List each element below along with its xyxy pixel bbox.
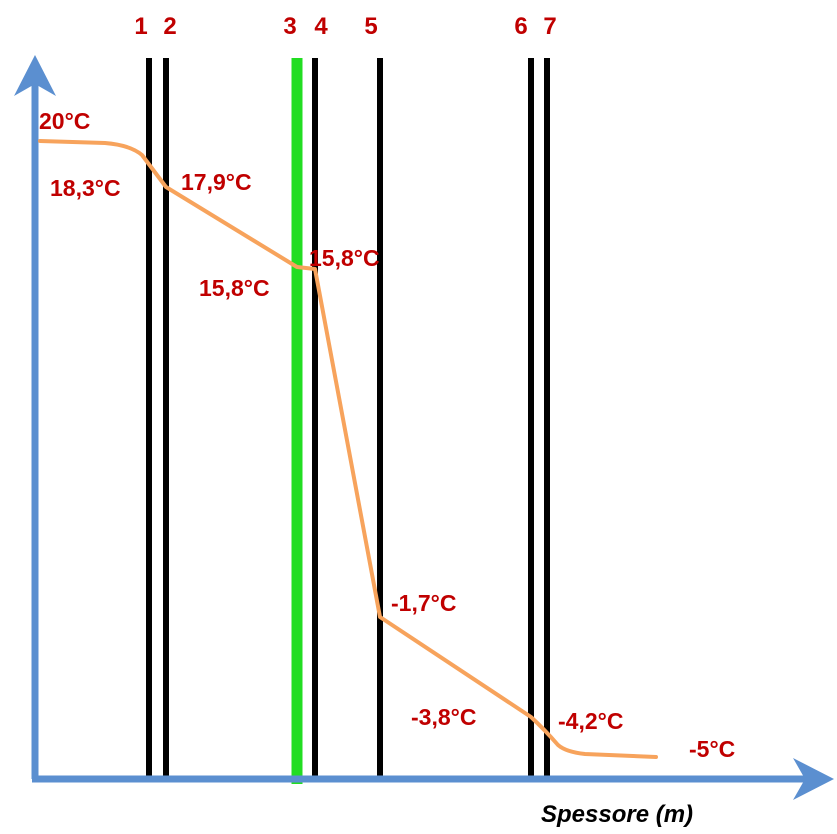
interface-lines <box>146 58 550 784</box>
temperature-label-minus-4-2: -4,2°C <box>558 708 623 734</box>
temperature-label-minus-5: -5°C <box>689 736 735 762</box>
temperature-profile-line <box>38 139 658 759</box>
x-axis-arrowhead <box>793 758 834 800</box>
temperature-labels: 20°C 18,3°C 17,9°C 15,8°C 15,8°C -1,7°C … <box>39 108 735 762</box>
layer-numbers: 1 2 3 4 5 6 7 <box>134 13 556 40</box>
layer-number-2: 2 <box>163 13 176 40</box>
temperature-label-20: 20°C <box>39 108 90 134</box>
temperature-label-17-9: 17,9°C <box>181 169 252 195</box>
y-axis-arrowhead <box>14 55 56 96</box>
layer-number-4: 4 <box>314 13 328 40</box>
temperature-label-15-8-left: 15,8°C <box>199 275 270 301</box>
layer-number-5: 5 <box>364 13 377 40</box>
layer-number-7: 7 <box>543 13 556 40</box>
layer-number-3: 3 <box>283 13 296 40</box>
layer-number-6: 6 <box>514 13 527 40</box>
temperature-label-minus-1-7: -1,7°C <box>391 590 456 616</box>
temperature-label-minus-3-8: -3,8°C <box>411 704 476 730</box>
axes <box>14 55 834 800</box>
x-axis-label: Spessore (m) <box>541 801 693 828</box>
temperature-label-18-3: 18,3°C <box>50 175 121 201</box>
temperature-label-15-8-right: 15,8°C <box>309 245 380 271</box>
layer-number-1: 1 <box>134 13 147 40</box>
